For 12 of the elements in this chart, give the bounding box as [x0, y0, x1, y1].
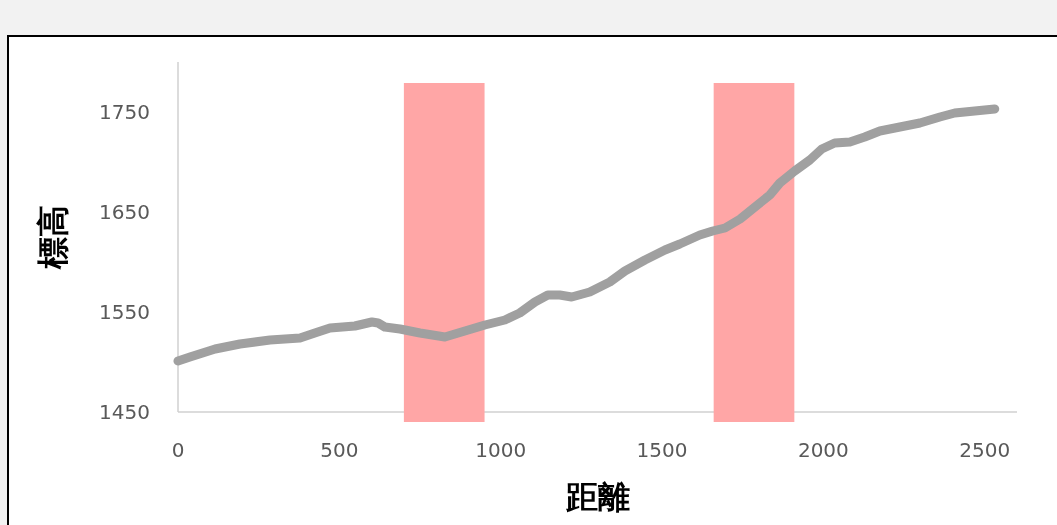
x-tick-label: 500 — [320, 438, 359, 462]
x-tick-label: 2000 — [797, 438, 849, 462]
x-axis-title: 距離 — [564, 478, 630, 516]
x-tick-label: 2500 — [959, 438, 1011, 462]
x-tick-label: 1500 — [636, 438, 688, 462]
x-tick-label: 0 — [171, 438, 185, 462]
x-tick-label: 1000 — [475, 438, 527, 462]
y-axis-title: 標高 — [34, 205, 72, 270]
y-tick-label: 1550 — [99, 300, 150, 324]
y-tick-label: 1650 — [99, 200, 150, 224]
y-tick-label: 1450 — [99, 400, 150, 424]
y-tick-label: 1750 — [99, 100, 150, 124]
